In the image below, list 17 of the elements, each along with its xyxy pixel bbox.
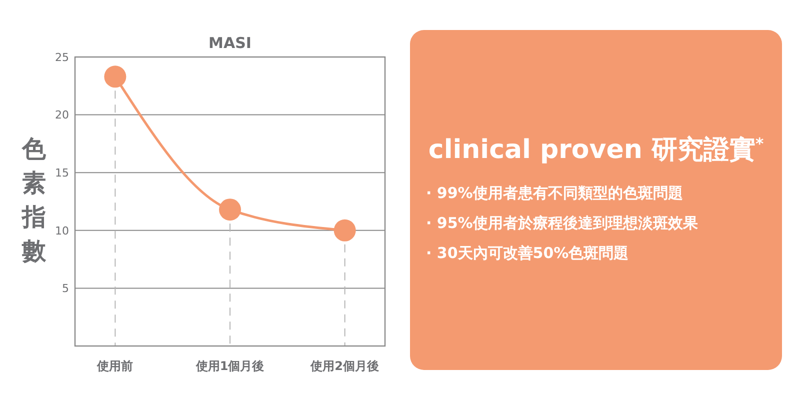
text: clinical proven 研究證實$^{*}$ — [428, 135, 764, 165]
text: · 30天內可改善50%色斑問題 — [426, 244, 629, 262]
point — [104, 66, 126, 88]
y-tick-label: 5 — [62, 282, 69, 296]
y-tick-label: 10 — [55, 224, 69, 238]
y-tick-label: 15 — [55, 166, 69, 180]
chart-title: MASI — [208, 34, 252, 52]
text: · 95%使用者於療程後達到理想淡斑效果 — [426, 214, 699, 232]
y-tick-label: 25 — [55, 50, 69, 64]
point — [219, 198, 241, 221]
x-tick-label: 使用2個月後 — [310, 359, 379, 373]
x-tick-label: 使用1個月後 — [194, 359, 264, 373]
y-tick-label: 20 — [55, 108, 69, 122]
y-axis-title: 色素指數 — [21, 135, 47, 265]
text: · 99%使用者患有不同類型的色斑問題 — [426, 184, 683, 202]
x-tick-label: 使用前 — [96, 359, 134, 373]
point — [334, 219, 356, 242]
